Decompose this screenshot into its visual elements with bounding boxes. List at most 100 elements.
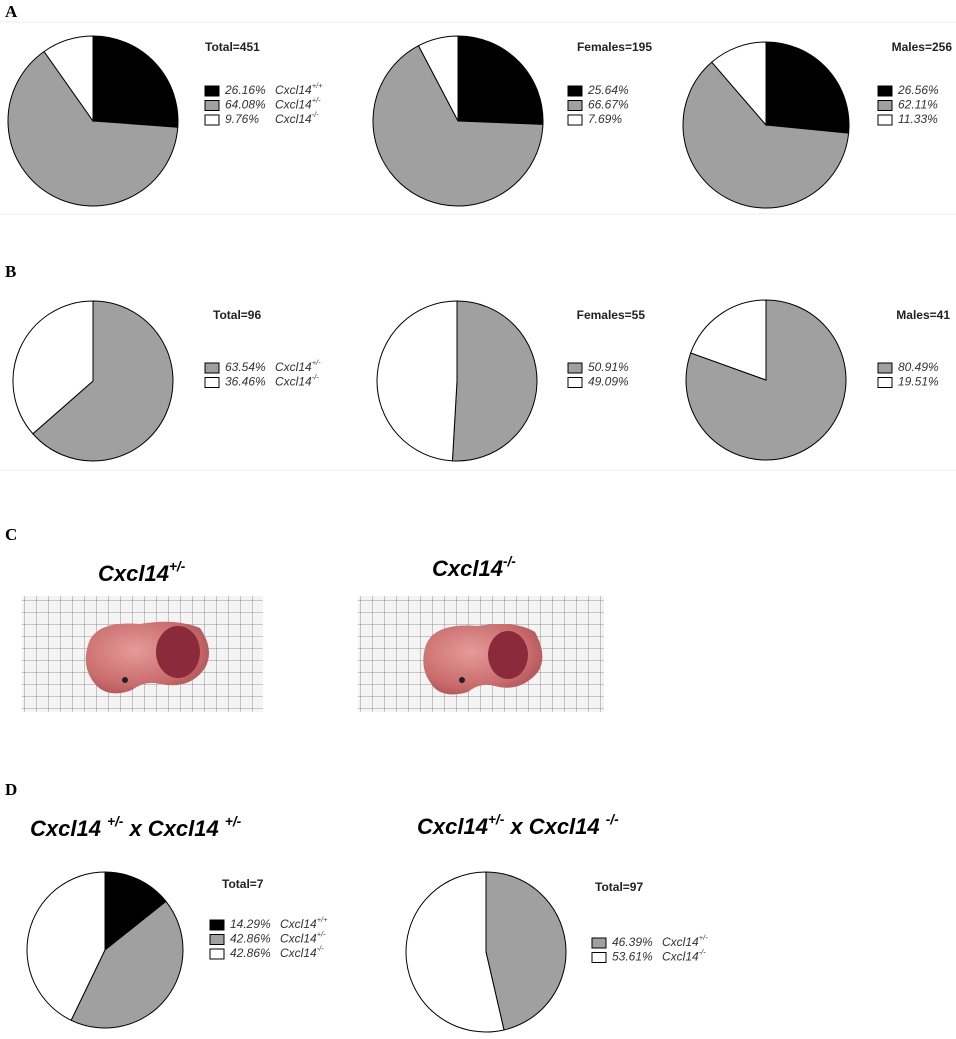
legend-swatch <box>204 85 220 97</box>
superscript: +/- <box>699 933 708 942</box>
pie-slice <box>32 300 174 462</box>
chart-title: Total=7 <box>222 877 264 891</box>
photo <box>358 596 604 712</box>
chart-title: Males=256 <box>892 40 953 54</box>
legend-swatch <box>567 377 583 388</box>
superscript: +/- <box>317 930 326 939</box>
pie-slice <box>104 871 167 952</box>
superscript: -/- <box>312 373 320 382</box>
pie-slice <box>682 61 850 209</box>
legend-label: Cxcl14+/- <box>275 358 321 374</box>
legend-value: 49.09% <box>588 375 629 389</box>
legend-value: 14.29% <box>230 917 271 931</box>
legend-swatch <box>567 100 583 111</box>
photo <box>22 596 263 712</box>
pie-slice <box>92 35 179 128</box>
cross-label: Cxcl14 +/- x Cxcl14 +/- <box>30 814 242 841</box>
legend-value: 42.86% <box>230 932 271 946</box>
superscript: +/+ <box>317 915 328 924</box>
legend-label: Cxcl14+/- <box>280 930 326 946</box>
legend-value: 26.16% <box>224 83 266 97</box>
legend-value: 64.08% <box>225 98 266 112</box>
legend-value: 80.49% <box>898 360 939 374</box>
legend-value: 62.11% <box>898 98 938 112</box>
legend-swatch <box>204 114 220 126</box>
superscript: -/- <box>606 812 619 827</box>
text-part: Cxcl14 <box>432 556 503 581</box>
legend-swatch <box>877 85 893 97</box>
text-part: Cxcl14 <box>275 375 312 389</box>
legend-swatch <box>877 362 893 374</box>
legend-label: Cxcl14+/- <box>275 96 321 112</box>
legend-swatch <box>591 937 607 949</box>
superscript: +/- <box>312 358 321 367</box>
legend-value: 42.86% <box>230 946 271 960</box>
legend-swatch <box>591 952 607 963</box>
legend-label: Cxcl14+/- <box>662 933 708 949</box>
legend-value: 66.67% <box>588 98 629 112</box>
superscript: +/- <box>312 96 321 105</box>
pie-slice <box>485 871 567 1031</box>
text-part: x Cxcl14 <box>123 816 225 841</box>
pie-slice <box>765 41 850 134</box>
legend-label: Cxcl14-/- <box>275 110 319 126</box>
text-part: x Cxcl14 <box>504 814 606 839</box>
superscript: -/- <box>312 110 320 119</box>
chart-title: Males=41 <box>896 308 950 322</box>
legend-swatch <box>567 85 583 97</box>
pie-slice <box>372 45 544 207</box>
legend-swatch <box>204 362 220 374</box>
superscript: -/- <box>317 944 325 953</box>
legend-label: Cxcl14+/+ <box>275 81 323 97</box>
panel-label: D <box>5 780 17 799</box>
pie-slice <box>451 300 538 462</box>
panel-label: A <box>5 2 18 21</box>
chart-title: Total=451 <box>205 40 260 54</box>
pie-slice <box>43 35 94 123</box>
pie-slice <box>70 900 184 1029</box>
legend-value: 63.54% <box>225 360 266 374</box>
text-part: Cxcl14 <box>280 946 317 960</box>
legend-swatch <box>209 934 225 945</box>
legend-label: Cxcl14-/- <box>275 373 319 389</box>
chart-title: Total=96 <box>213 308 261 322</box>
text-part: Cxcl14 <box>662 950 699 964</box>
legend-swatch <box>567 114 583 126</box>
superscript: +/- <box>225 814 242 829</box>
pie-slice <box>417 35 459 122</box>
legend-value: 50.91% <box>588 360 629 374</box>
chart-title: Total=97 <box>595 880 643 894</box>
text-part: Cxcl14 <box>98 561 169 586</box>
pie-slice <box>457 35 544 125</box>
superscript: +/+ <box>312 81 323 90</box>
pie-slice <box>12 300 94 435</box>
legend-swatch <box>209 919 225 931</box>
panel-label: C <box>5 525 17 544</box>
superscript: +/- <box>488 812 505 827</box>
text-part: Cxcl14 <box>280 917 317 931</box>
text-part: Cxcl14 <box>280 932 317 946</box>
pie-slice <box>26 871 106 1021</box>
legend-swatch <box>567 362 583 374</box>
text-part: Cxcl14 <box>275 360 312 374</box>
legend-swatch <box>877 100 893 111</box>
text-part: Cxcl14 <box>275 83 312 97</box>
text-part: Cxcl14 <box>662 935 699 949</box>
superscript: +/- <box>169 559 186 574</box>
legend-value: 9.76% <box>225 112 259 126</box>
legend-label: Cxcl14-/- <box>662 948 706 964</box>
chart-title: Females=195 <box>577 40 652 54</box>
legend-value: 11.33% <box>898 112 938 126</box>
pie-slice <box>405 871 505 1033</box>
pie-slice <box>376 300 458 462</box>
legend-swatch <box>209 948 225 960</box>
legend-value: 19.51% <box>898 375 939 389</box>
legend-swatch <box>877 114 893 126</box>
text-part: Cxcl14 <box>30 816 107 841</box>
pie-slice <box>7 50 179 207</box>
panel-label: B <box>5 262 16 281</box>
legend-value: 36.46% <box>225 375 266 389</box>
legend-value: 25.64% <box>587 83 629 97</box>
legend-value: 7.69% <box>588 112 622 126</box>
